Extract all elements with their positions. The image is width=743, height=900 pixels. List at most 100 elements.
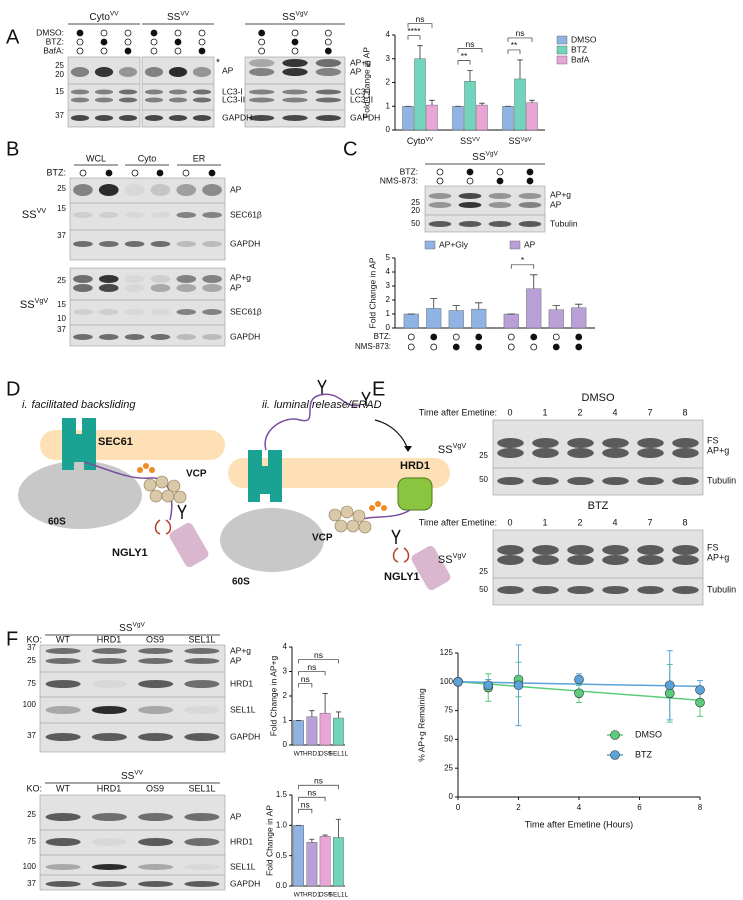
- x-tick-label: 6: [637, 803, 642, 812]
- significance-bracket: [457, 48, 483, 53]
- band: [518, 221, 542, 227]
- label-superscript: VV: [180, 10, 189, 17]
- band: [144, 97, 164, 103]
- treatment-marker: [452, 333, 460, 341]
- vcp: [143, 475, 187, 504]
- legend-swatch: [556, 35, 568, 45]
- band: [45, 813, 81, 821]
- y-tick-label: 1: [386, 101, 391, 110]
- significance-label: *: [521, 255, 525, 265]
- treatment-marker: [436, 177, 444, 185]
- band: [315, 59, 342, 67]
- band: [192, 97, 212, 103]
- band: [488, 202, 512, 208]
- band: [98, 212, 119, 218]
- band: [488, 221, 512, 227]
- panel-label: C: [343, 138, 357, 160]
- label-text: Cyto: [407, 136, 426, 146]
- diagram-number: ii.: [262, 399, 270, 411]
- band: [637, 545, 664, 555]
- band: [315, 89, 342, 95]
- label-superscript: VV: [134, 769, 143, 776]
- y-tick-label: 0: [283, 740, 288, 749]
- time-value: 2: [577, 407, 582, 417]
- band: [150, 184, 171, 196]
- lane-label: WT: [56, 634, 70, 644]
- ubiquitin: [369, 501, 387, 511]
- band: [176, 275, 197, 283]
- mw-marker: 10: [57, 314, 66, 323]
- y-tick-label: 0: [386, 125, 391, 134]
- treatment-marker: [208, 169, 216, 177]
- ribosome: [220, 508, 324, 572]
- band: [94, 97, 114, 103]
- y-tick-label: 5: [386, 253, 391, 262]
- mw-marker: 37: [27, 643, 36, 652]
- treatment-marker: [575, 343, 583, 351]
- treatment-marker: [182, 169, 190, 177]
- band: [98, 241, 119, 247]
- proteasome: [169, 523, 209, 567]
- ko-label: KO:: [26, 783, 42, 793]
- band-label: AP+g: [550, 189, 571, 199]
- band: [184, 706, 220, 714]
- significance-label: ns: [416, 14, 425, 24]
- band: [176, 241, 197, 247]
- significance-label: ns: [466, 39, 475, 49]
- band: [124, 241, 145, 247]
- sec61-channel: [62, 418, 96, 470]
- significance-label: ns: [307, 662, 316, 672]
- treatment-marker: [466, 177, 474, 185]
- error-bar: [309, 838, 315, 843]
- y-tick-label: 1: [386, 309, 391, 318]
- treatment-marker: [291, 29, 299, 37]
- treatment-marker: [475, 333, 483, 341]
- blot: [492, 529, 704, 606]
- bar: [464, 81, 476, 131]
- legend-swatch: [556, 45, 568, 55]
- x-tick-label: SSVgV: [508, 136, 531, 146]
- y-axis-label: Fold Change in AP+g: [268, 655, 278, 736]
- treatment-marker: [150, 47, 158, 55]
- band: [602, 555, 629, 565]
- band: [184, 838, 220, 846]
- band: [532, 438, 559, 448]
- sample-label: SSVV: [22, 207, 46, 221]
- bar: [503, 313, 519, 329]
- band: [184, 648, 220, 654]
- treatment-marker: [105, 169, 113, 177]
- blot-title: SSVV: [121, 769, 144, 781]
- panel-label: A: [6, 26, 20, 48]
- polypeptide: [264, 393, 361, 451]
- band: [458, 193, 482, 199]
- legend-swatch: [509, 240, 521, 250]
- band: [202, 309, 222, 315]
- band: [144, 115, 164, 121]
- label-text: SS: [438, 444, 453, 456]
- band: [497, 586, 524, 594]
- label-superscript: VV: [110, 10, 119, 17]
- error-bar: [322, 834, 328, 837]
- y-tick-label: 4: [386, 30, 391, 39]
- time-label: Time after Emetine:: [419, 407, 497, 417]
- band: [73, 212, 93, 218]
- blot: [69, 177, 226, 261]
- sample-label: SSVgV: [438, 442, 466, 456]
- significance-label: ns: [301, 674, 310, 684]
- band: [91, 864, 127, 870]
- x-tick-label: 0: [456, 803, 461, 812]
- band: [73, 309, 93, 315]
- mw-marker: 20: [411, 206, 420, 215]
- label-text: SS: [282, 12, 296, 23]
- band: [118, 115, 138, 121]
- significance-label: ns: [314, 776, 323, 786]
- band: [138, 838, 174, 846]
- significance-label: **: [461, 51, 468, 61]
- band: [672, 477, 699, 485]
- significance-bracket: [298, 659, 339, 664]
- time-value: 4: [612, 517, 617, 527]
- vcp: [328, 505, 372, 534]
- glycan: [391, 529, 401, 544]
- bar: [526, 288, 542, 329]
- treatment-marker: [530, 333, 538, 341]
